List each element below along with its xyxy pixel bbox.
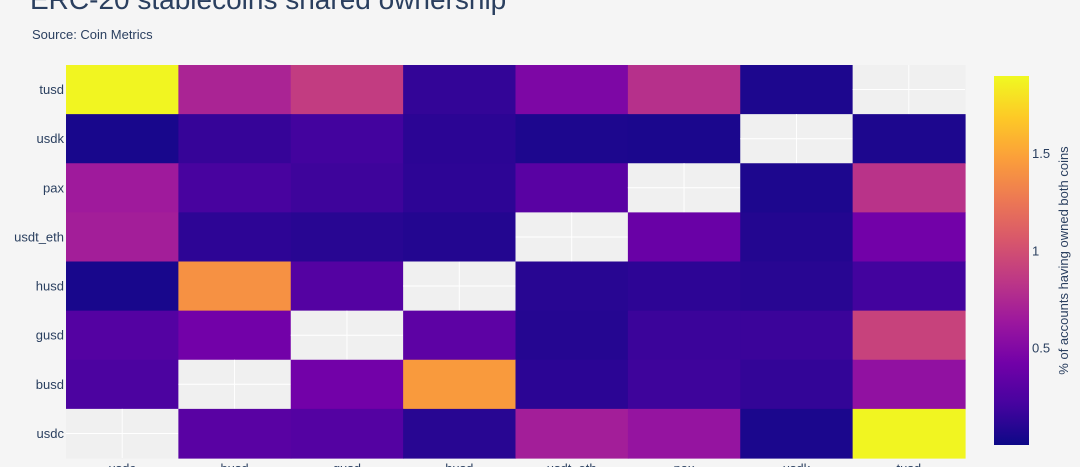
heatmap-cell <box>290 163 404 213</box>
heatmap-cell <box>515 310 629 361</box>
heatmap-cell <box>740 261 854 312</box>
heatmap-cell <box>178 65 292 115</box>
heatmap-cell <box>66 359 179 410</box>
colorbar-tick-label: 1.5 <box>1032 146 1050 161</box>
heatmap-cell <box>403 212 517 263</box>
y-tick-label: busd <box>36 377 64 392</box>
heatmap-cell <box>290 212 404 263</box>
colorbar-tick-label: 0.5 <box>1032 340 1050 355</box>
chart-title: ERC-20 stablecoins shared ownership <box>30 0 506 17</box>
heatmap-cell <box>403 408 517 459</box>
heatmap-cell <box>515 65 629 115</box>
heatmap-cells <box>66 65 966 459</box>
y-tick-label: pax <box>43 180 64 195</box>
heatmap-cell <box>66 310 179 361</box>
heatmap-cell <box>627 261 741 312</box>
heatmap-cell <box>515 163 629 213</box>
heatmap-cell <box>290 114 404 164</box>
heatmap-cell <box>852 261 966 312</box>
x-tick-label: busd <box>220 461 248 467</box>
heatmap-cell <box>852 310 966 361</box>
colorbar: 0.5 1 1.5 % of accounts having owned both c… <box>994 76 1071 445</box>
heatmap-cell <box>403 114 517 164</box>
heatmap-cell <box>852 212 966 263</box>
x-tick-label: usdk <box>783 461 811 467</box>
y-tick-label: gusd <box>36 328 64 343</box>
y-tick-label: usdc <box>37 426 65 441</box>
heatmap-cell <box>178 163 292 213</box>
heatmap-cell <box>852 163 966 213</box>
heatmap-cell <box>178 310 292 361</box>
heatmap-cell <box>627 212 741 263</box>
heatmap-cell <box>403 359 517 410</box>
heatmap-cell <box>178 212 292 263</box>
heatmap-cell <box>740 310 854 361</box>
heatmap-cell <box>740 163 854 213</box>
heatmap-cell <box>515 359 629 410</box>
heatmap-cell <box>66 114 179 164</box>
heatmap-cell <box>627 310 741 361</box>
heatmap-cell <box>627 65 741 115</box>
colorbar-title: % of accounts having owned both coins <box>1056 146 1071 375</box>
heatmap-cell <box>403 65 517 115</box>
x-axis-labels: usdc busd gusd husd usdt_eth pax usdk tusd <box>108 461 921 467</box>
heatmap-cell <box>740 359 854 410</box>
heatmap-cell <box>740 212 854 263</box>
heatmap-cell <box>403 163 517 213</box>
heatmap-cell <box>403 310 517 361</box>
heatmap-cell <box>740 65 854 115</box>
heatmap-cell <box>66 212 179 263</box>
y-tick-label: usdk <box>37 131 65 146</box>
y-tick-label: tusd <box>39 82 64 97</box>
x-tick-label: usdc <box>108 461 136 467</box>
x-tick-label: tusd <box>897 461 922 467</box>
heatmap-cell <box>290 408 404 459</box>
heatmap-cell <box>178 408 292 459</box>
y-tick-label: usdt_eth <box>14 229 64 244</box>
heatmap-cell <box>627 359 741 410</box>
heatmap-cell <box>515 114 629 164</box>
x-tick-label: gusd <box>333 461 361 467</box>
heatmap-cell <box>290 65 404 115</box>
heatmap-cell <box>515 261 629 312</box>
heatmap-cell <box>852 359 966 410</box>
heatmap-cell <box>66 261 179 312</box>
heatmap-cell <box>627 408 741 459</box>
heatmap-cell <box>515 408 629 459</box>
heatmap-cell <box>178 261 292 312</box>
heatmap-cell <box>852 114 966 164</box>
heatmap-cell <box>627 114 741 164</box>
chart-subtitle: Source: Coin Metrics <box>32 27 153 42</box>
heatmap-cell <box>66 65 179 115</box>
colorbar-tick-label: 1 <box>1032 243 1039 258</box>
heatmap-cell <box>178 114 292 164</box>
y-tick-label: husd <box>36 279 64 294</box>
x-tick-label: husd <box>445 461 473 467</box>
heatmap-cell <box>852 408 966 459</box>
colorbar-gradient <box>994 76 1029 445</box>
heatmap-cell <box>66 163 179 213</box>
x-tick-label: pax <box>674 461 695 467</box>
heatmap-cell <box>740 408 854 459</box>
x-tick-label: usdt_eth <box>547 461 597 467</box>
heatmap-cell <box>290 359 404 410</box>
heatmap-cell <box>290 261 404 312</box>
